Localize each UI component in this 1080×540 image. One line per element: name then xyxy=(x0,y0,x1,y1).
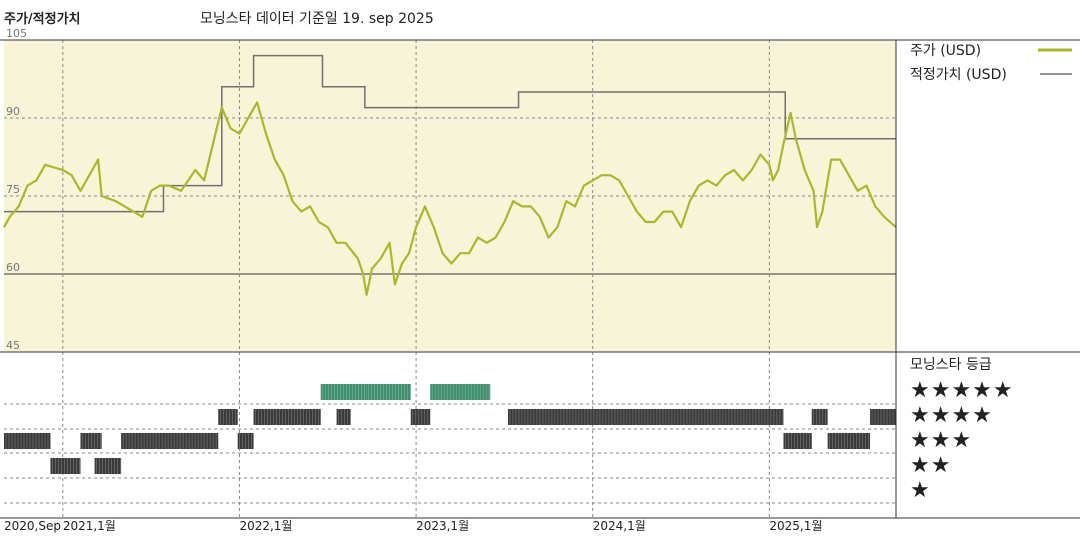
rating-segment-5-star xyxy=(430,384,491,400)
five-star-row: ★★★★★ xyxy=(910,378,1014,403)
rating-bar xyxy=(507,409,784,425)
rating-bar xyxy=(320,384,367,400)
rating-bar xyxy=(237,433,254,449)
rating-bar xyxy=(4,433,51,449)
rating-bar xyxy=(80,433,102,449)
rating-legend-title: 모닝스타 등급 xyxy=(910,357,992,373)
rating-bar xyxy=(50,458,81,474)
rating-bar xyxy=(336,409,351,425)
rating-bar xyxy=(783,433,812,449)
rating-segment-3-star xyxy=(827,433,871,449)
price-line xyxy=(3,101,897,296)
rating-segment-4-star xyxy=(336,409,351,425)
rating-segment-4-star xyxy=(507,409,784,425)
rating-bar xyxy=(253,409,321,425)
rating-segment-3-star xyxy=(80,433,102,449)
data-date-subtitle: 모닝스타 데이터 기준일 19. sep 2025 xyxy=(200,11,434,27)
x-tick-label: 2020,Sep xyxy=(4,519,61,533)
rating-segment-4-star xyxy=(218,409,238,425)
rating-legend: 모닝스타 등급 ★★★★★ ★★★★ ★★★ ★★ ★ xyxy=(898,352,1076,520)
rating-segment-4-star xyxy=(253,409,321,425)
y-tick-label: 105 xyxy=(6,27,27,40)
rating-bar xyxy=(827,433,871,449)
rating-bar xyxy=(870,409,896,425)
rating-segment-4-star xyxy=(870,409,896,425)
rating-segment-4-star xyxy=(410,409,431,425)
rating-bar xyxy=(121,433,219,449)
y-tick-label: 75 xyxy=(6,183,20,196)
chart-title: 주가/적정가치 xyxy=(4,12,81,27)
y-tick-label: 45 xyxy=(6,339,20,352)
x-tick-label: 2025,1월 xyxy=(769,519,822,533)
rating-segment-5-star xyxy=(366,384,411,400)
rating-bar xyxy=(94,458,122,474)
rating-segment-3-star xyxy=(4,433,51,449)
x-tick-label: 2021,1월 xyxy=(63,519,116,533)
three-star-row: ★★★ xyxy=(910,428,973,453)
rating-segment-3-star xyxy=(237,433,254,449)
rating-segment-3-star xyxy=(783,433,812,449)
rating-segment-4-star xyxy=(811,409,828,425)
legend: 주가 (USD) 적정가치 (USD) xyxy=(898,40,1076,348)
rating-bar xyxy=(811,409,828,425)
rating-bar xyxy=(366,384,411,400)
four-star-row: ★★★★ xyxy=(910,403,993,428)
rating-segment-2-star xyxy=(50,458,81,474)
rating-bar xyxy=(218,409,238,425)
one-star-row: ★ xyxy=(910,478,931,503)
x-tick-label: 2022,1월 xyxy=(239,519,292,533)
y-tick-label: 60 xyxy=(6,261,20,274)
rating-segment-2-star xyxy=(94,458,122,474)
two-star-row: ★★ xyxy=(910,453,952,478)
rating-segment-3-star xyxy=(121,433,219,449)
legend-price-label: 주가 (USD) xyxy=(910,43,982,59)
x-tick-label: 2024,1월 xyxy=(593,519,646,533)
y-tick-label: 90 xyxy=(6,105,20,118)
rating-segment-5-star xyxy=(320,384,367,400)
fair-value-line xyxy=(4,54,896,213)
rating-bar xyxy=(430,384,491,400)
rating-bar xyxy=(410,409,431,425)
legend-fair-label: 적정가치 (USD) xyxy=(910,67,1007,83)
x-tick-label: 2023,1월 xyxy=(416,519,469,533)
